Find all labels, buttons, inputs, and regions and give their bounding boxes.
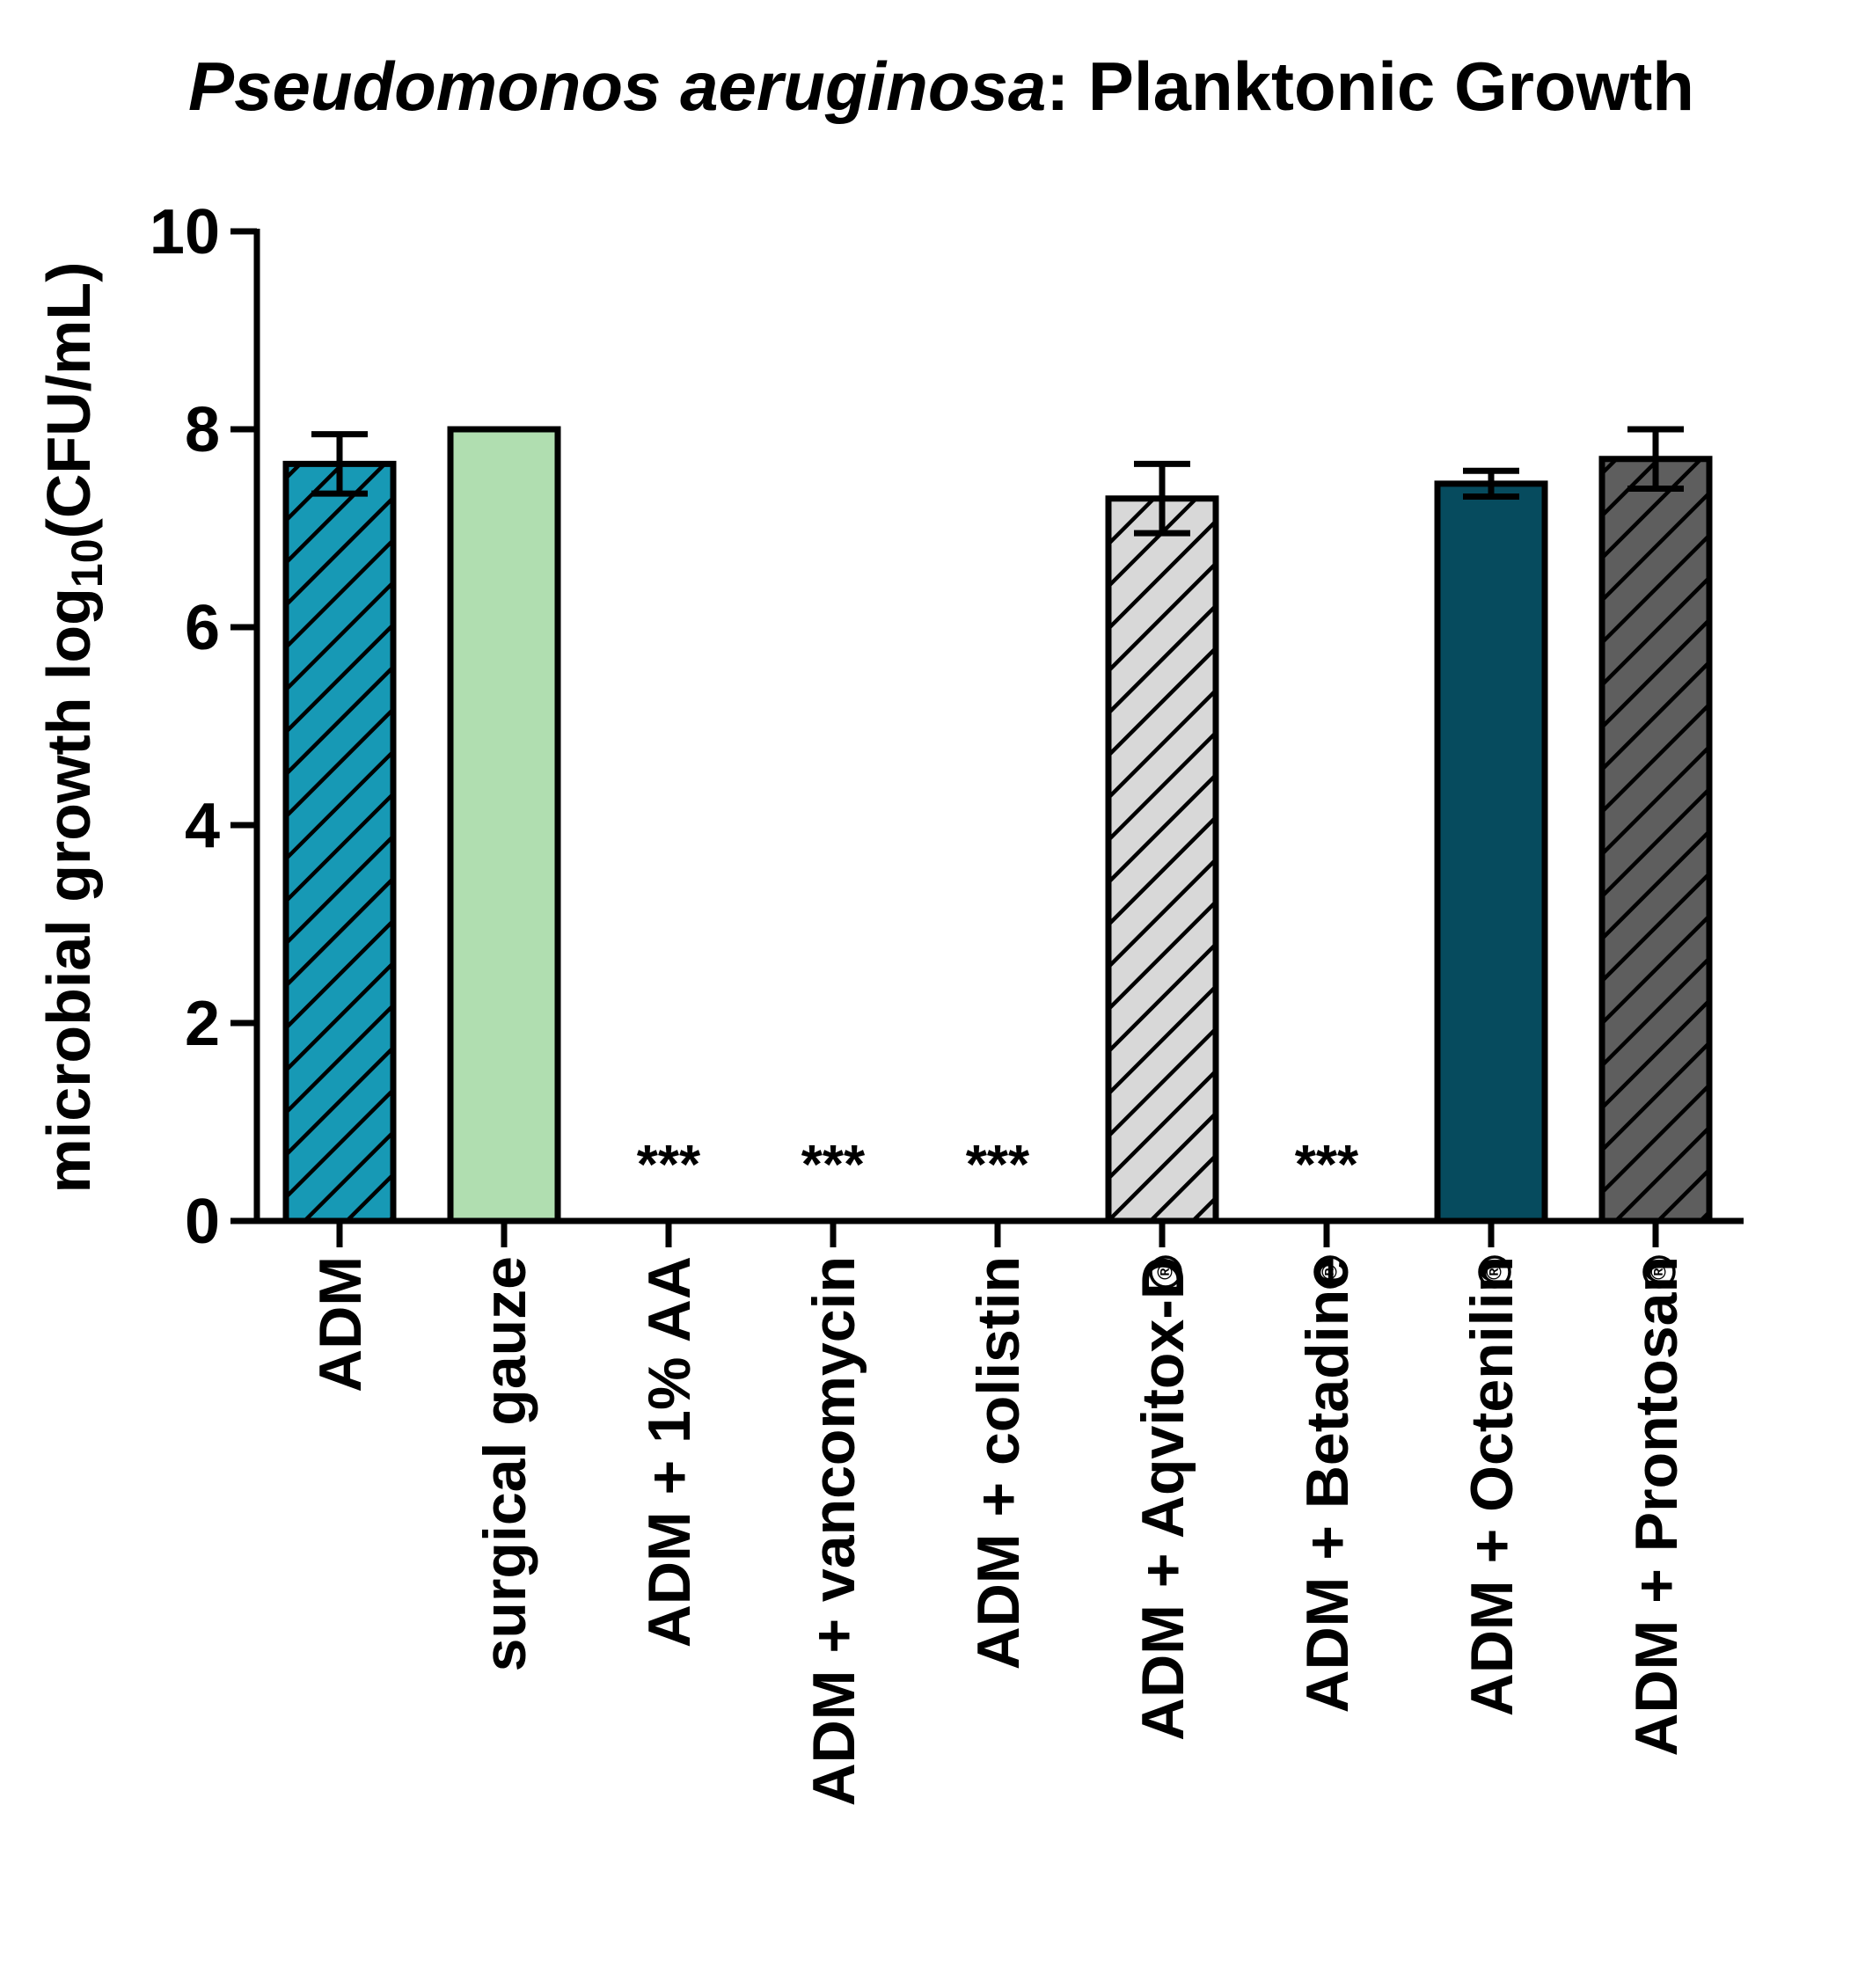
x-tick-label: ADM + colistin	[965, 1256, 1032, 1670]
chart-title: Pseudomonos aeruginosa: Planktonic Growt…	[188, 48, 1694, 125]
registered-mark: ®	[1149, 1255, 1182, 1289]
bar-hatch	[1602, 458, 1709, 1221]
x-tick-label: ADM + 1% AA	[636, 1256, 703, 1648]
significance-marker: ***	[966, 1135, 1030, 1195]
y-tick-label: 4	[185, 791, 220, 861]
y-tick-label: 6	[185, 593, 220, 663]
registered-mark: ®	[1642, 1255, 1676, 1289]
x-tick-label: ADM	[307, 1256, 374, 1392]
registered-mark: ®	[1478, 1255, 1511, 1289]
svg-text:®: ®	[1648, 1264, 1671, 1280]
bar-hatch	[1108, 498, 1216, 1221]
x-axis: ADM surgical gauze ADM + 1% AA ADM + vancom…	[254, 1217, 1744, 1806]
svg-text:®: ®	[1319, 1264, 1342, 1280]
y-axis-label: microbial growth log10(CFU/mL)	[34, 262, 112, 1194]
significance-marker: ***	[637, 1135, 701, 1195]
y-tick-label: 10	[150, 197, 220, 267]
x-tick-label: ADM + Octenilin	[1459, 1256, 1525, 1716]
x-tick-label: ADM + Betadine	[1294, 1256, 1361, 1714]
significance-marker: ***	[1295, 1135, 1359, 1195]
x-tick-label: surgical gauze	[472, 1256, 538, 1671]
svg-text:®: ®	[1483, 1264, 1507, 1280]
registered-mark: ®	[1313, 1255, 1347, 1289]
bar	[450, 429, 558, 1221]
bar-hatch	[286, 464, 393, 1221]
y-tick-label: 8	[185, 395, 220, 465]
x-tick-label: ADM + vancomycin	[801, 1256, 867, 1806]
y-tick-label: 2	[185, 989, 220, 1059]
significance-marker: ***	[801, 1135, 866, 1195]
y-axis: 0 2 4 6 8 10	[150, 197, 260, 1257]
y-tick-label: 0	[185, 1187, 220, 1257]
bar	[1437, 483, 1545, 1221]
bars: *** *** *** ***	[282, 426, 1713, 1224]
x-tick-label: ADM + Aqvitox-D	[1130, 1256, 1196, 1741]
x-tick-label: ADM + Prontosan	[1623, 1256, 1690, 1757]
svg-text:®: ®	[1154, 1264, 1178, 1280]
